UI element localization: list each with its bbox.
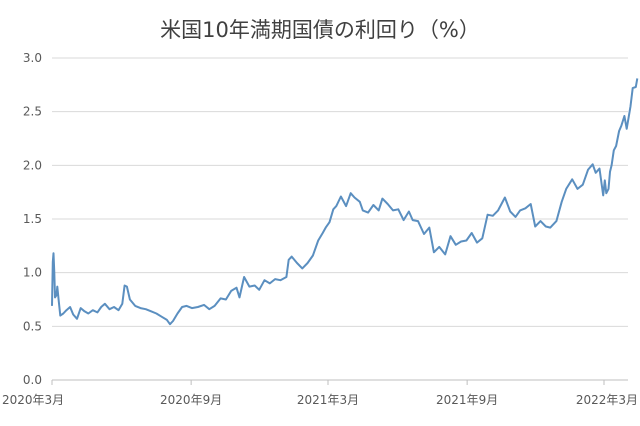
series-line — [51, 78, 639, 326]
y-tick-label: 0.5 — [23, 319, 42, 333]
x-tick-label: 2021年9月 — [436, 393, 498, 407]
x-tick-label: 2021年3月 — [297, 393, 359, 407]
y-tick-label: 0.0 — [23, 373, 42, 387]
y-tick-label: 2.0 — [23, 158, 42, 172]
chart-title: 米国10年満期国債の利回り（%） — [160, 18, 480, 42]
x-tick-label: 2022年3月 — [576, 393, 638, 407]
y-tick-label: 3.0 — [23, 51, 42, 65]
y-tick-label: 1.5 — [23, 212, 42, 226]
y-tick-label: 2.5 — [23, 105, 42, 119]
x-tick-label: 2020年9月 — [160, 393, 222, 407]
x-tick-label: 2020年3月 — [2, 393, 64, 407]
y-tick-label: 1.0 — [23, 266, 42, 280]
